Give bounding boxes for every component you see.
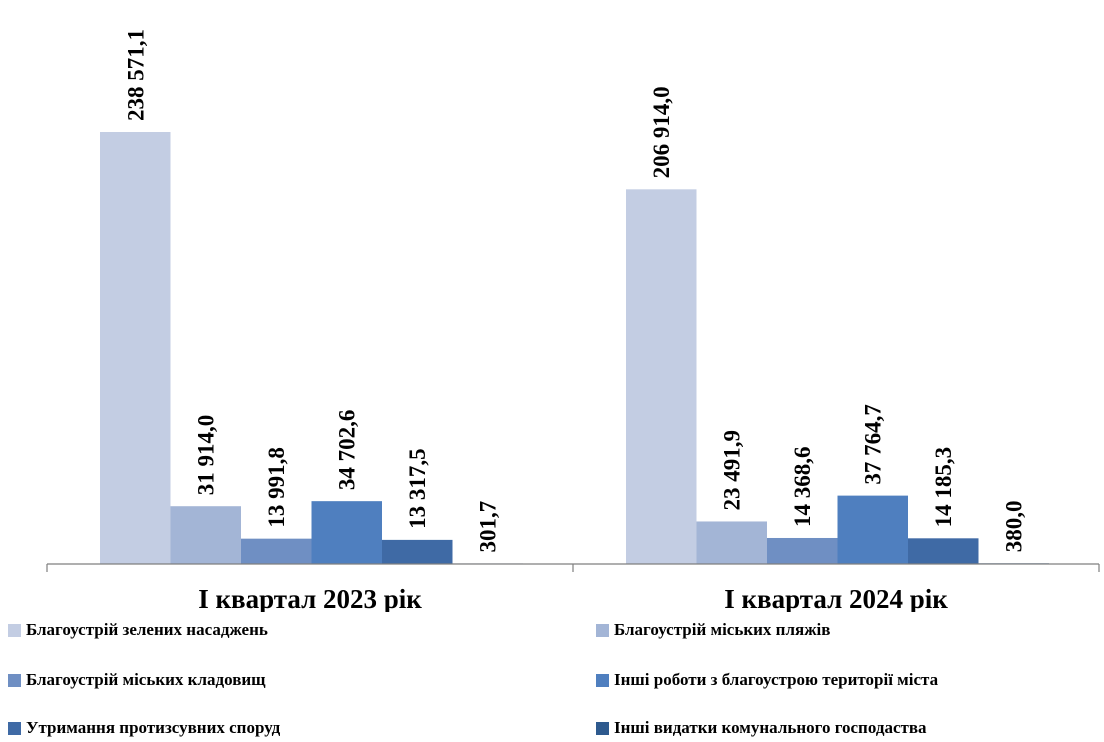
bar bbox=[696, 521, 767, 564]
data-label: 37 764,7 bbox=[861, 404, 886, 485]
data-label: 238 571,1 bbox=[123, 29, 148, 121]
bar bbox=[311, 501, 382, 564]
bar bbox=[170, 506, 241, 564]
legend-label: Інші видатки комунального господаства bbox=[614, 718, 927, 737]
bar bbox=[241, 538, 312, 564]
legend-item: Інші видатки комунального господаства bbox=[596, 718, 927, 738]
data-label: 14 185,3 bbox=[931, 447, 956, 528]
bar-chart: 238 571,1 206 914,0 31 914,0 23 491,9 13 991… bbox=[46, 29, 1100, 612]
bar bbox=[908, 538, 979, 564]
category-labels-group: І квартал 2023 рік І квартал 2024 рік bbox=[198, 584, 948, 612]
legend-item: Благоустрій міських пляжів bbox=[596, 620, 830, 640]
data-label: 301,7 bbox=[476, 501, 501, 553]
x-tick-label: І квартал 2023 рік bbox=[198, 584, 422, 612]
legend-label: Благоустрій зелених насаджень bbox=[26, 620, 268, 639]
bar bbox=[382, 539, 453, 564]
legend-item: Інші роботи з благоустрою території міст… bbox=[596, 670, 938, 690]
data-label: 13 317,5 bbox=[405, 448, 430, 529]
legend-swatch bbox=[596, 721, 609, 735]
data-label: 380,0 bbox=[1002, 501, 1027, 553]
data-label: 23 491,9 bbox=[720, 430, 745, 511]
legend-swatch bbox=[596, 673, 609, 687]
x-axis bbox=[46, 563, 1100, 572]
bar bbox=[626, 189, 697, 564]
legend-label: Інші роботи з благоустрою території міст… bbox=[614, 670, 939, 689]
data-label: 13 991,8 bbox=[264, 447, 289, 528]
legend-item: Благоустрій міських кладовищ bbox=[8, 670, 266, 690]
legend-item: Утримання протизсувних споруд bbox=[8, 718, 280, 738]
legend-swatch bbox=[8, 623, 21, 637]
bars-group bbox=[100, 132, 1049, 564]
value-labels-group: 238 571,1 206 914,0 31 914,0 23 491,9 13 991… bbox=[123, 29, 1027, 552]
legend-swatch bbox=[596, 623, 609, 637]
x-tick-label: І квартал 2024 рік bbox=[724, 584, 948, 612]
legend-swatch bbox=[8, 721, 21, 735]
bar bbox=[100, 132, 171, 564]
data-label: 31 914,0 bbox=[194, 415, 219, 496]
data-label: 206 914,0 bbox=[649, 86, 674, 178]
legend-label: Благоустрій міських кладовищ bbox=[26, 670, 266, 689]
bar bbox=[837, 495, 908, 564]
legend-label: Утримання протизсувних споруд bbox=[26, 718, 281, 737]
legend-item: Благоустрій зелених насаджень bbox=[8, 620, 268, 640]
bar bbox=[767, 537, 838, 564]
data-label: 34 702,6 bbox=[335, 410, 360, 491]
legend-swatch bbox=[8, 673, 21, 687]
legend-label: Благоустрій міських пляжів bbox=[614, 620, 831, 639]
legend: Благоустрій зелених насаджень Благоустрій… bbox=[0, 612, 1104, 742]
data-label: 14 368,6 bbox=[790, 446, 815, 527]
